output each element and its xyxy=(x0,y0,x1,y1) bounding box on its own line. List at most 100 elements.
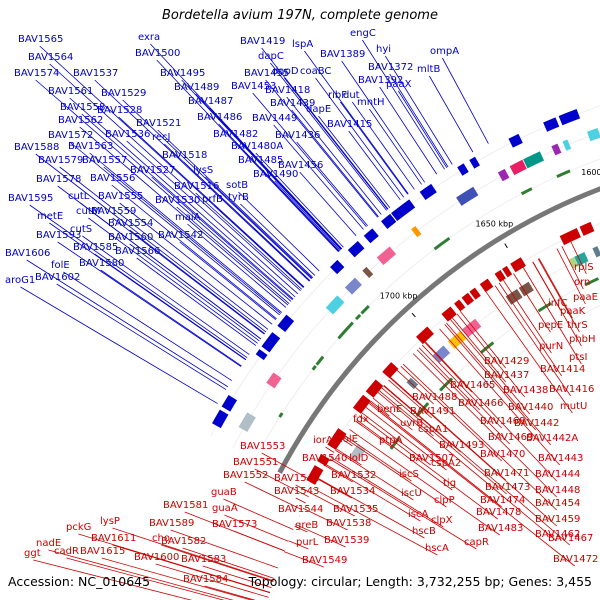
feature-mark xyxy=(389,437,401,450)
forward-gene-label: BAV1449 xyxy=(252,113,297,124)
reverse-gene-label-connector xyxy=(295,524,346,548)
reverse-gene-label-connector xyxy=(456,313,526,398)
kbp-tick-mark xyxy=(411,312,416,318)
forward-gene-label: paaX xyxy=(386,79,412,90)
forward-gene-label-connector xyxy=(179,241,277,321)
reverse-gene-label-connector xyxy=(418,347,480,411)
reverse-gene-label-connector xyxy=(452,317,507,383)
forward-gene xyxy=(277,314,295,332)
reverse-gene-label: thrS xyxy=(567,320,588,331)
forward-gene-label-connector xyxy=(291,109,379,218)
forward-gene-label-connector xyxy=(265,79,379,218)
forward-gene-label-connector xyxy=(214,205,304,288)
forward-gene-label-connector xyxy=(205,176,313,279)
reverse-gene-label-connector xyxy=(356,419,453,491)
reverse-gene-label-connector xyxy=(318,478,425,539)
reverse-gene-label-connector xyxy=(444,324,537,431)
feature-mark xyxy=(278,412,284,418)
kbp-tick-mark xyxy=(504,243,508,249)
feature-mark xyxy=(556,169,571,178)
reverse-gene-label: ptpA xyxy=(379,435,403,446)
reverse-gene-label: BAV1416 xyxy=(549,384,594,395)
forward-gene-label-connector xyxy=(59,166,269,330)
reverse-gene-label-connector xyxy=(532,261,582,347)
feature-mark xyxy=(337,321,354,340)
reverse-gene-label: BAV1466 xyxy=(458,398,503,409)
forward-gene-label-connector xyxy=(195,93,342,250)
forward-gene xyxy=(261,332,281,353)
forward-gene-label: BAV1439 xyxy=(270,98,315,109)
reverse-gene-label-connector xyxy=(233,530,285,552)
reverse-gene-label-connector xyxy=(244,481,303,511)
reverse-gene-label-connector xyxy=(312,488,438,556)
reverse-gene-label: iorA xyxy=(313,435,333,446)
reverse-gene-label: capR xyxy=(464,537,489,548)
forward-gene-label: BAV1593 xyxy=(36,230,81,241)
cog-feature xyxy=(509,159,527,176)
forward-gene-label-connector xyxy=(286,96,382,215)
forward-gene xyxy=(543,117,560,132)
forward-gene-label-connector xyxy=(82,235,250,355)
forward-gene-label: BAV1530 xyxy=(155,195,200,206)
feature-mark xyxy=(315,355,325,366)
forward-gene-label: BAV1482 xyxy=(213,129,258,140)
reverse-gene xyxy=(502,265,513,278)
forward-gene-label-connector xyxy=(296,141,368,227)
forward-gene-label: ompA xyxy=(430,46,459,57)
forward-gene-label-connector xyxy=(63,271,232,381)
reverse-gene-label: BAV1465 xyxy=(450,380,495,391)
reverse-gene-label-connector xyxy=(224,514,289,542)
reverse-gene-label: BAV1470 xyxy=(480,449,525,460)
forward-gene-label-connector xyxy=(284,77,388,210)
feature-mark xyxy=(479,341,495,354)
forward-gene-label: exra xyxy=(138,32,160,43)
reverse-gene-label: iscA xyxy=(408,509,428,520)
forward-gene xyxy=(508,133,523,148)
reverse-gene-label: BAV1573 xyxy=(212,519,257,530)
cog-feature xyxy=(406,377,419,390)
reverse-gene-label: BAV1414 xyxy=(540,364,585,375)
forward-gene-label-connector xyxy=(112,217,265,335)
forward-gene-label: BAV1487 xyxy=(188,96,233,107)
reverse-gene-label-connector xyxy=(223,498,294,530)
reverse-gene-label-connector xyxy=(33,559,193,600)
reverse-gene-label: BAV1474 xyxy=(480,495,525,506)
reverse-gene-label: pepE xyxy=(538,320,563,331)
reverse-gene-label-connector xyxy=(112,527,274,582)
forward-gene-label: lysS xyxy=(193,165,213,176)
forward-gene-label-connector xyxy=(100,269,242,367)
reverse-gene-label-connector xyxy=(295,484,311,494)
reverse-gene-label: BAV1584 xyxy=(183,574,228,585)
reverse-gene-label-connector xyxy=(330,457,444,528)
forward-gene-label-connector xyxy=(129,243,260,342)
track-guide xyxy=(232,131,600,449)
reverse-gene-label: BAV1532 xyxy=(331,470,376,481)
reverse-gene-label-connector xyxy=(439,328,560,466)
reverse-gene-label: cspA1 xyxy=(418,424,448,435)
reverse-gene-label: cspA2 xyxy=(431,458,461,469)
forward-gene-label: BAV1518 xyxy=(162,150,207,161)
reverse-gene-label-connector xyxy=(421,344,502,429)
forward-gene-label-connector xyxy=(122,99,312,280)
reverse-gene-label: BAV1611 xyxy=(91,533,136,544)
forward-gene-label: BAV1595 xyxy=(8,193,53,204)
forward-gene-label: cutS xyxy=(70,224,92,235)
forward-gene-label-connector xyxy=(429,75,474,153)
feature-mark xyxy=(354,313,362,321)
forward-gene-label-connector xyxy=(384,55,453,165)
reverse-gene-label-connector xyxy=(295,497,306,504)
forward-gene-label-connector xyxy=(176,206,290,304)
reverse-gene-label-connector xyxy=(425,341,557,482)
reverse-gene-label: lysP xyxy=(100,516,120,527)
reverse-gene-label-connector xyxy=(485,291,573,414)
forward-gene-label: BAV1456 xyxy=(278,160,323,171)
reverse-gene-label: BAV1444 xyxy=(535,469,580,480)
forward-gene-label-connector xyxy=(369,108,422,185)
forward-gene-label: recJ xyxy=(152,132,171,143)
reverse-gene-label: lolE xyxy=(340,434,358,445)
forward-gene-label-connector xyxy=(118,116,305,288)
reverse-gene-label: BAV1538 xyxy=(326,518,371,529)
reverse-gene-label: BAV1443 xyxy=(538,453,583,464)
reverse-gene-label-connector xyxy=(325,446,335,453)
